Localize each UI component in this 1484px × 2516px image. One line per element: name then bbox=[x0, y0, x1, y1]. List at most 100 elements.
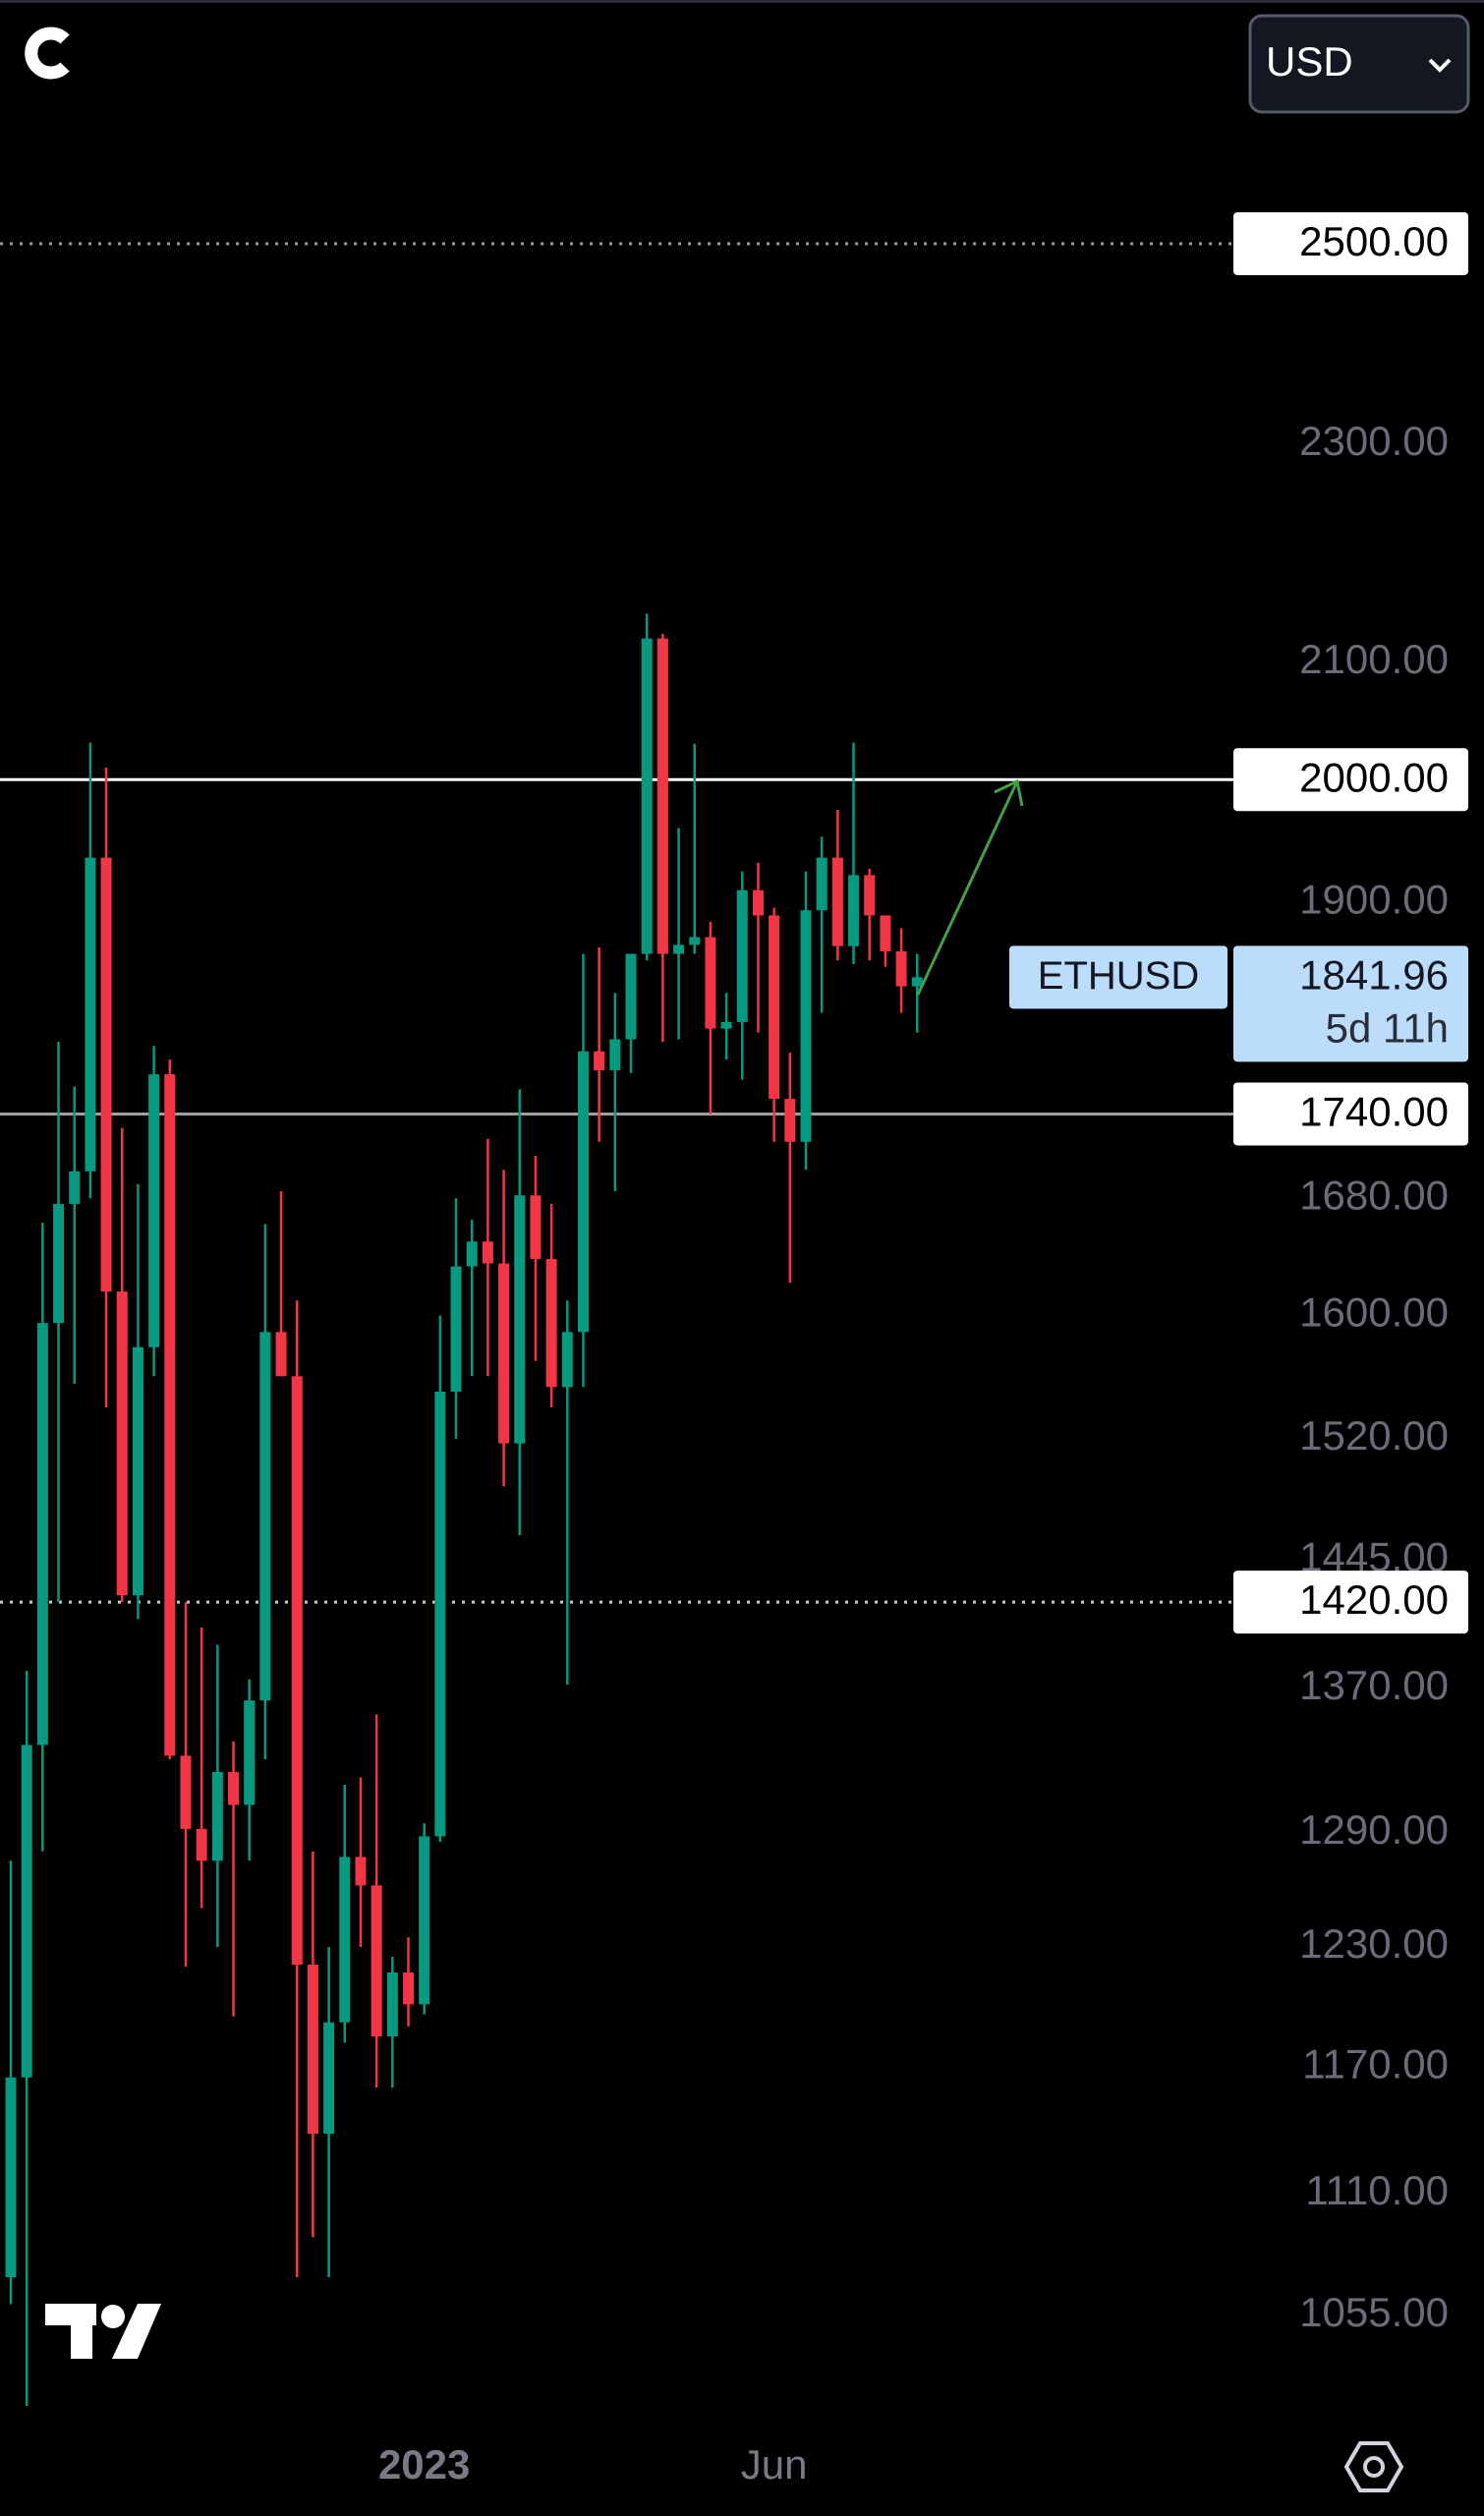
y-tick-label: 1520.00 bbox=[1299, 1412, 1449, 1458]
x-tick-label: 2023 bbox=[378, 2441, 470, 2487]
settings-button[interactable] bbox=[1343, 2441, 1404, 2492]
plot bbox=[0, 242, 1233, 2407]
candle-body bbox=[864, 875, 876, 916]
candle-body bbox=[69, 1171, 81, 1205]
candle-body bbox=[880, 915, 891, 951]
candle-body bbox=[673, 944, 685, 954]
tv-logo-stem bbox=[71, 2304, 92, 2359]
y-tick-label: 1370.00 bbox=[1299, 1662, 1449, 1708]
candle-body bbox=[132, 1346, 143, 1596]
price-label: 1841.96 bbox=[1299, 951, 1449, 998]
y-tick-label: 1110.00 bbox=[1305, 2167, 1449, 2213]
candle-body bbox=[36, 1323, 48, 1745]
level-label-box bbox=[1233, 1571, 1468, 1634]
candle-body bbox=[848, 875, 860, 946]
candle-body bbox=[450, 1266, 462, 1393]
candle-body bbox=[625, 953, 637, 1040]
candle-body bbox=[5, 2077, 17, 2278]
app-logo[interactable] bbox=[25, 27, 70, 80]
candle-body bbox=[689, 937, 701, 945]
candle-body bbox=[545, 1259, 557, 1388]
y-tick-label: 1170.00 bbox=[1302, 2040, 1449, 2087]
countdown-label: 5d 11h bbox=[1326, 1004, 1449, 1051]
level-label-box bbox=[1233, 211, 1468, 275]
candle-body bbox=[561, 1332, 573, 1388]
candle-body bbox=[609, 1039, 621, 1070]
candle-body bbox=[244, 1700, 256, 1805]
candle-body bbox=[514, 1195, 526, 1444]
candle-body bbox=[116, 1291, 128, 1596]
level-label: 2000.00 bbox=[1299, 754, 1449, 800]
overlay: 2023 Jun 2300.00 2100.00 1900.00 1680.00 1600.… bbox=[378, 211, 1468, 2487]
candle-body bbox=[736, 889, 748, 1022]
y-tick-label: 1600.00 bbox=[1299, 1289, 1449, 1336]
arrow-annotation bbox=[916, 778, 1024, 996]
candle-body bbox=[100, 857, 112, 1292]
candle-body bbox=[53, 1204, 65, 1324]
price-box bbox=[1233, 945, 1468, 1062]
settings-hex[interactable] bbox=[1343, 2441, 1404, 2492]
chevron[interactable] bbox=[1428, 58, 1452, 73]
candle-body bbox=[816, 857, 828, 911]
y-tick-label: 1680.00 bbox=[1299, 1172, 1449, 1218]
level-label: 1740.00 bbox=[1299, 1089, 1449, 1135]
candle-body bbox=[403, 1973, 414, 2005]
tv-logo[interactable] bbox=[45, 2304, 161, 2359]
y-tick-label: 1055.00 bbox=[1299, 2289, 1449, 2335]
candle-body bbox=[275, 1332, 287, 1377]
candle-body bbox=[641, 638, 653, 954]
level-label-box bbox=[1233, 1082, 1468, 1146]
currency-dropdown[interactable]: USD bbox=[1248, 14, 1470, 114]
level-label: 2500.00 bbox=[1299, 218, 1449, 264]
candle-body bbox=[386, 1973, 398, 2037]
candle-body bbox=[911, 977, 923, 987]
candle-body bbox=[466, 1241, 478, 1267]
candle-body bbox=[371, 1885, 382, 2037]
y-tick-label: 1230.00 bbox=[1299, 1920, 1449, 1967]
candle-body bbox=[259, 1332, 271, 1701]
arrow-head bbox=[994, 778, 1024, 807]
candle-body bbox=[323, 2022, 335, 2135]
candle-body bbox=[530, 1195, 542, 1260]
arrow-shaft bbox=[916, 780, 1019, 996]
candle-body bbox=[355, 1857, 367, 1886]
y-tick-label: 1290.00 bbox=[1299, 1806, 1449, 1853]
settings-circle[interactable] bbox=[1363, 2456, 1385, 2478]
candle-body bbox=[307, 1965, 318, 2135]
candle-body bbox=[434, 1392, 446, 1837]
candle-body bbox=[164, 1074, 176, 1756]
candle-body bbox=[895, 950, 907, 987]
candle-body bbox=[419, 1836, 430, 2005]
symbol-box bbox=[1009, 945, 1227, 1009]
candle-body bbox=[211, 1771, 223, 1861]
candle-body bbox=[594, 1051, 605, 1070]
y-tick-label: 2300.00 bbox=[1299, 418, 1449, 464]
candle-body bbox=[705, 937, 716, 1029]
level-label-box bbox=[1233, 748, 1468, 812]
symbol-label: ETHUSD bbox=[1038, 954, 1199, 998]
candle-body bbox=[498, 1263, 510, 1444]
candle-body bbox=[656, 638, 668, 954]
candle-body bbox=[228, 1771, 240, 1805]
candle-body bbox=[752, 889, 764, 916]
currency-label[interactable]: USD bbox=[1266, 38, 1353, 85]
candle-body bbox=[800, 910, 812, 1142]
candle-body bbox=[196, 1828, 207, 1861]
x-tick-label: Jun bbox=[741, 2441, 808, 2487]
candle-body bbox=[339, 1857, 351, 2023]
candle-body bbox=[180, 1755, 192, 1829]
candle-body bbox=[784, 1099, 796, 1142]
candle-body bbox=[21, 1744, 32, 2078]
tv-logo-slash bbox=[112, 2304, 161, 2359]
candle-body bbox=[831, 857, 843, 946]
y-tick-label: 1900.00 bbox=[1299, 877, 1449, 923]
tv-logo-dot bbox=[101, 2305, 125, 2328]
dropdown-box[interactable] bbox=[1248, 14, 1470, 114]
candle-body bbox=[148, 1074, 160, 1347]
candle-body bbox=[769, 915, 780, 1100]
candle-body bbox=[482, 1241, 493, 1264]
top-border bbox=[0, 0, 1484, 3]
y-tick-label: 2100.00 bbox=[1299, 636, 1449, 682]
